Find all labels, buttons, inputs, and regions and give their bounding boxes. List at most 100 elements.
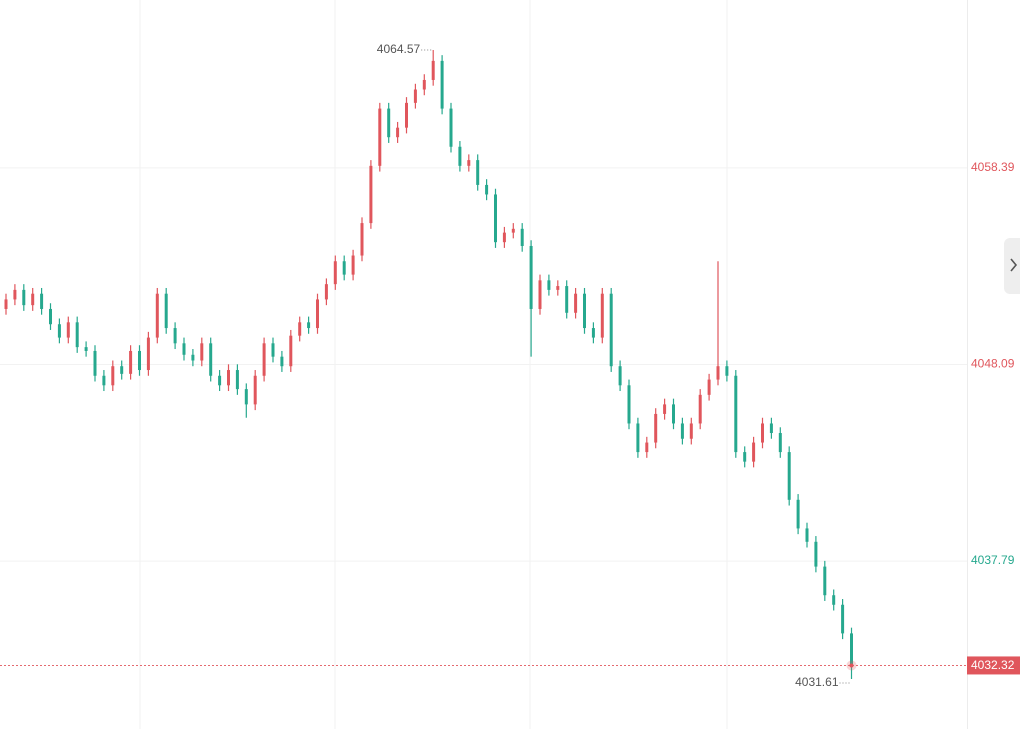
candle-body (342, 261, 346, 275)
candle-body (49, 308, 52, 325)
candle-body (449, 108, 453, 147)
candle-body (129, 350, 133, 374)
candle-body (734, 375, 738, 453)
candle-body (832, 595, 836, 605)
candle-body (227, 370, 230, 386)
candle-body (618, 366, 622, 386)
candle-body (556, 286, 560, 290)
candle-body (636, 423, 640, 453)
candle-body (413, 89, 417, 103)
candle-body (333, 261, 337, 285)
last-price-box (967, 656, 1020, 675)
candle-body (360, 223, 364, 256)
candle-body (387, 108, 391, 138)
candle-body (422, 79, 426, 90)
candle-body (120, 366, 124, 374)
candle-body (814, 541, 818, 567)
candle-body (502, 232, 506, 243)
candle-body (796, 499, 800, 529)
y-tick-label: 4048.09 (971, 357, 1015, 371)
candle-body (494, 194, 497, 243)
candle-body (645, 442, 649, 453)
candle-body (761, 423, 764, 443)
expand-arrow[interactable] (1010, 258, 1018, 272)
candle-body (458, 146, 462, 166)
candle-body (511, 228, 515, 233)
candle-body (627, 385, 631, 424)
candle-body (57, 324, 61, 338)
candle-body (805, 528, 809, 542)
candle-body (13, 289, 17, 300)
candle-body (538, 280, 542, 309)
candle-body (841, 604, 845, 634)
candle-body (253, 375, 257, 405)
candle-body (725, 366, 729, 376)
candle-body (707, 379, 711, 395)
expand-button-bg[interactable] (1004, 238, 1020, 294)
candle-body (209, 343, 213, 376)
candle-body (600, 293, 604, 338)
candle-body (609, 293, 613, 367)
candle-body (467, 160, 471, 166)
candle-body (698, 394, 702, 424)
expand-button[interactable] (1004, 238, 1020, 294)
candle-body (182, 343, 186, 355)
candle-body (396, 127, 400, 138)
candle-body (307, 322, 311, 329)
candle-body (235, 370, 239, 390)
candle-body (378, 108, 382, 166)
last-price-label: 4032.32 (971, 658, 1015, 672)
candle-body (769, 423, 773, 434)
candle-body (244, 389, 248, 405)
y-tick-label: 4058.39 (971, 160, 1015, 174)
candle-body (271, 343, 275, 357)
candle-body (663, 404, 667, 414)
candle-body (218, 375, 222, 386)
candle-body (84, 347, 88, 351)
candle-body (431, 60, 435, 80)
candle-body (31, 293, 35, 306)
candle-body (583, 293, 586, 329)
candle-body (191, 354, 195, 361)
candle-body (93, 350, 97, 376)
candle-body (22, 289, 26, 306)
candle-body (547, 280, 551, 290)
candle-body (280, 356, 284, 367)
candle-body (262, 343, 266, 376)
y-tick-label: 4037.79 (971, 553, 1015, 567)
candle-body (164, 293, 168, 329)
low-marker-label: 4031.61 (795, 675, 839, 689)
candle-body (351, 255, 355, 275)
candle-body (316, 299, 319, 329)
candle-body (440, 60, 444, 109)
candle-body (778, 433, 782, 453)
candle-body (743, 452, 747, 462)
candle-body (823, 566, 827, 596)
candle-body (298, 322, 302, 336)
last-price-dot (849, 663, 854, 668)
candle-body (672, 404, 675, 424)
candle-body (591, 328, 595, 338)
candle-body (689, 423, 693, 439)
candle-body (155, 293, 159, 338)
candle-body (680, 423, 684, 439)
candle-body (476, 160, 480, 185)
candle-body (654, 413, 658, 443)
candle-body (485, 184, 489, 195)
candle-body (716, 366, 720, 380)
candle-body (787, 452, 791, 500)
candle-body (520, 228, 524, 246)
candle-body (574, 293, 578, 313)
candle-body (66, 322, 70, 338)
candle-body (324, 284, 328, 300)
candle-body (102, 375, 106, 386)
candle-body (173, 328, 177, 344)
candle-body (40, 293, 44, 309)
candle-body (200, 343, 204, 361)
candle-body (565, 286, 569, 313)
high-marker-label: 4064.57 (377, 42, 421, 56)
candle-body (146, 337, 150, 371)
candle-body (369, 165, 373, 224)
